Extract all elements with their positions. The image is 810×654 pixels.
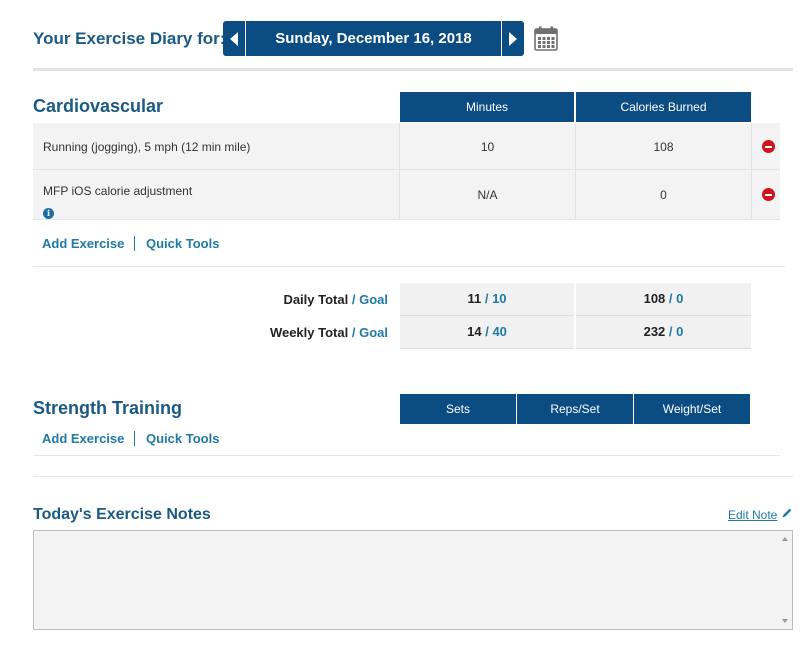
remove-icon[interactable] (762, 140, 775, 153)
daily-total-label: Daily Total / Goal (283, 292, 388, 307)
current-date: Sunday, December 16, 2018 (275, 30, 472, 47)
weekly-minutes-total: 14 / 40 (400, 316, 574, 349)
scroll-down-arrow-icon[interactable] (782, 619, 788, 623)
section-divider (33, 476, 793, 477)
notes-textarea[interactable] (33, 530, 793, 630)
info-icon[interactable]: i (43, 208, 54, 219)
table-row: MFP iOS calorie adjustment i N/A 0 (33, 170, 780, 220)
column-divider (575, 123, 576, 169)
weekly-calories-total: 232 / 0 (576, 316, 751, 349)
scroll-up-arrow-icon[interactable] (782, 537, 788, 541)
link-separator (134, 236, 135, 251)
exercise-minutes: N/A (477, 188, 498, 202)
notes-title: Today's Exercise Notes (33, 506, 211, 523)
next-day-button[interactable] (501, 21, 524, 56)
table-row: Running (jogging), 5 mph (12 min mile) 1… (33, 123, 780, 170)
daily-minutes-total: 11 / 10 (400, 283, 574, 316)
cardio-quick-tools-link[interactable]: Quick Tools (146, 236, 220, 251)
column-divider (751, 123, 752, 169)
date-navigator: Sunday, December 16, 2018 (223, 21, 524, 56)
exercise-name[interactable]: MFP iOS calorie adjustment (43, 184, 193, 198)
column-header-sets: Sets (400, 394, 516, 424)
edit-note-link[interactable]: Edit Note (728, 508, 778, 522)
column-divider (751, 170, 752, 219)
exercise-minutes: 10 (480, 140, 495, 154)
cardio-title: Cardiovascular (33, 96, 164, 116)
column-header-minutes: Minutes (400, 92, 574, 122)
cardio-add-exercise-link[interactable]: Add Exercise (42, 236, 125, 251)
column-header-reps: Reps/Set (517, 394, 633, 424)
header-divider (33, 68, 793, 71)
exercise-calories: 0 (660, 188, 667, 202)
link-separator (134, 431, 135, 446)
column-divider (399, 123, 400, 169)
strength-quick-tools-link[interactable]: Quick Tools (146, 431, 220, 446)
column-header-weight: Weight/Set (634, 394, 750, 424)
column-divider (399, 170, 400, 219)
calendar-icon[interactable] (534, 26, 558, 51)
strength-title: Strength Training (33, 398, 183, 418)
daily-calories-total: 108 / 0 (576, 283, 751, 316)
chevron-right-icon (509, 31, 517, 46)
chevron-left-icon (230, 31, 238, 46)
section-divider (33, 455, 780, 456)
exercise-calories: 108 (653, 140, 674, 154)
previous-day-button[interactable] (223, 21, 246, 56)
column-divider (575, 170, 576, 219)
diary-label: Your Exercise Diary for: (33, 29, 226, 48)
weekly-total-label: Weekly Total / Goal (269, 325, 388, 340)
column-header-calories: Calories Burned (576, 92, 751, 122)
daily-goal-link[interactable]: Goal (359, 292, 388, 307)
section-divider (33, 266, 785, 267)
remove-icon[interactable] (762, 188, 775, 201)
pencil-icon[interactable] (781, 507, 793, 519)
exercise-name[interactable]: Running (jogging), 5 mph (12 min mile) (43, 140, 251, 154)
strength-add-exercise-link[interactable]: Add Exercise (42, 431, 125, 446)
weekly-goal-link[interactable]: Goal (359, 325, 388, 340)
